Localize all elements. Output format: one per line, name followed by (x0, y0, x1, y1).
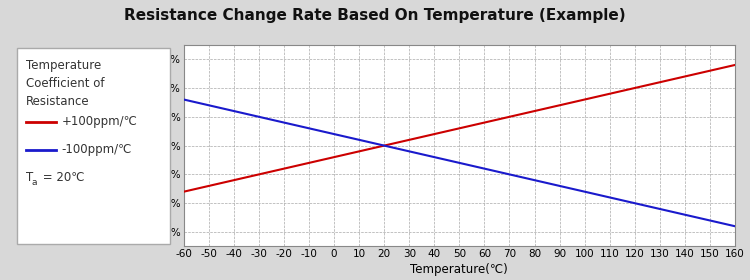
Text: a: a (32, 178, 37, 187)
Text: T: T (26, 171, 33, 184)
Y-axis label: Resistance Change Rate(%): Resistance Change Rate(%) (127, 64, 140, 228)
Text: Temperature: Temperature (26, 59, 100, 72)
Text: -100ppm/℃: -100ppm/℃ (62, 143, 132, 156)
Text: Resistance Change Rate Based On Temperature (Example): Resistance Change Rate Based On Temperat… (124, 8, 626, 24)
Text: Coefficient of: Coefficient of (26, 77, 104, 90)
Text: = 20℃: = 20℃ (39, 171, 85, 184)
X-axis label: Temperature(℃): Temperature(℃) (410, 263, 509, 276)
Text: Resistance: Resistance (26, 95, 89, 108)
Text: +100ppm/℃: +100ppm/℃ (62, 115, 137, 128)
